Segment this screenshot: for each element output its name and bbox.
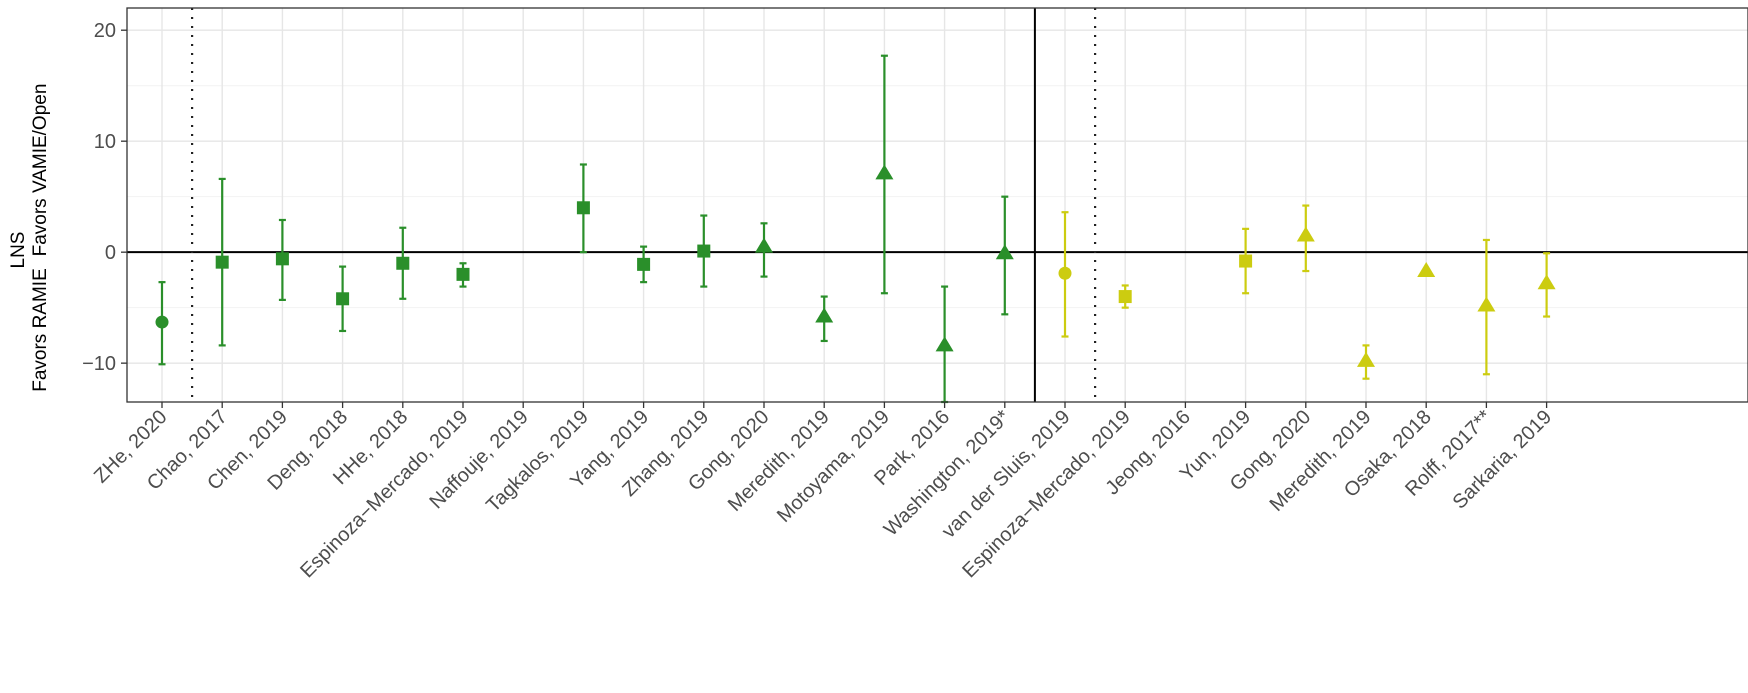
point-circle	[155, 315, 169, 329]
point-square	[336, 292, 350, 306]
y-tick-label: 20	[94, 20, 116, 42]
x-tick-label: Tagkalos, 2019	[482, 406, 593, 517]
point-triangle	[995, 244, 1014, 260]
y-axis: 20 10 0 −10	[82, 20, 127, 375]
x-tick-label: Motoyama, 2019	[773, 406, 894, 527]
point-triangle	[815, 307, 834, 323]
point-square	[697, 244, 711, 258]
panel-border	[126, 7, 1748, 403]
point-square	[1118, 290, 1132, 304]
y-tick-label: −10	[82, 353, 116, 375]
y-axis-label-line-1: LNS	[8, 232, 29, 269]
y-tick-label: 10	[94, 131, 116, 153]
error-bars	[158, 54, 1551, 404]
point-square	[576, 201, 590, 215]
reference-lines	[127, 8, 1748, 402]
y-axis-label-line-2: Favors VAMIE/Open	[30, 84, 51, 257]
gridlines	[127, 8, 1748, 402]
point-square	[1239, 254, 1253, 268]
y-tick-label: 0	[105, 242, 116, 264]
point-square	[637, 257, 651, 271]
point-triangle	[755, 237, 773, 253]
point-triangle	[875, 164, 894, 180]
point-triangle	[935, 336, 954, 352]
point-triangle	[1477, 296, 1496, 312]
y-axis-label: LNS Favors VAMIE/Open Favors RAMIE	[8, 84, 51, 392]
point-square	[275, 252, 289, 266]
y-axis-label-line-3: Favors RAMIE	[30, 268, 51, 392]
point-square	[215, 255, 229, 269]
point-triangle	[1296, 226, 1315, 242]
point-square	[396, 256, 410, 270]
point-circle	[1058, 266, 1072, 280]
point-square	[456, 267, 470, 281]
point-triangle	[1357, 351, 1375, 367]
point-triangle	[1417, 262, 1436, 278]
data-points	[155, 164, 1556, 367]
point-triangle	[1537, 274, 1556, 290]
